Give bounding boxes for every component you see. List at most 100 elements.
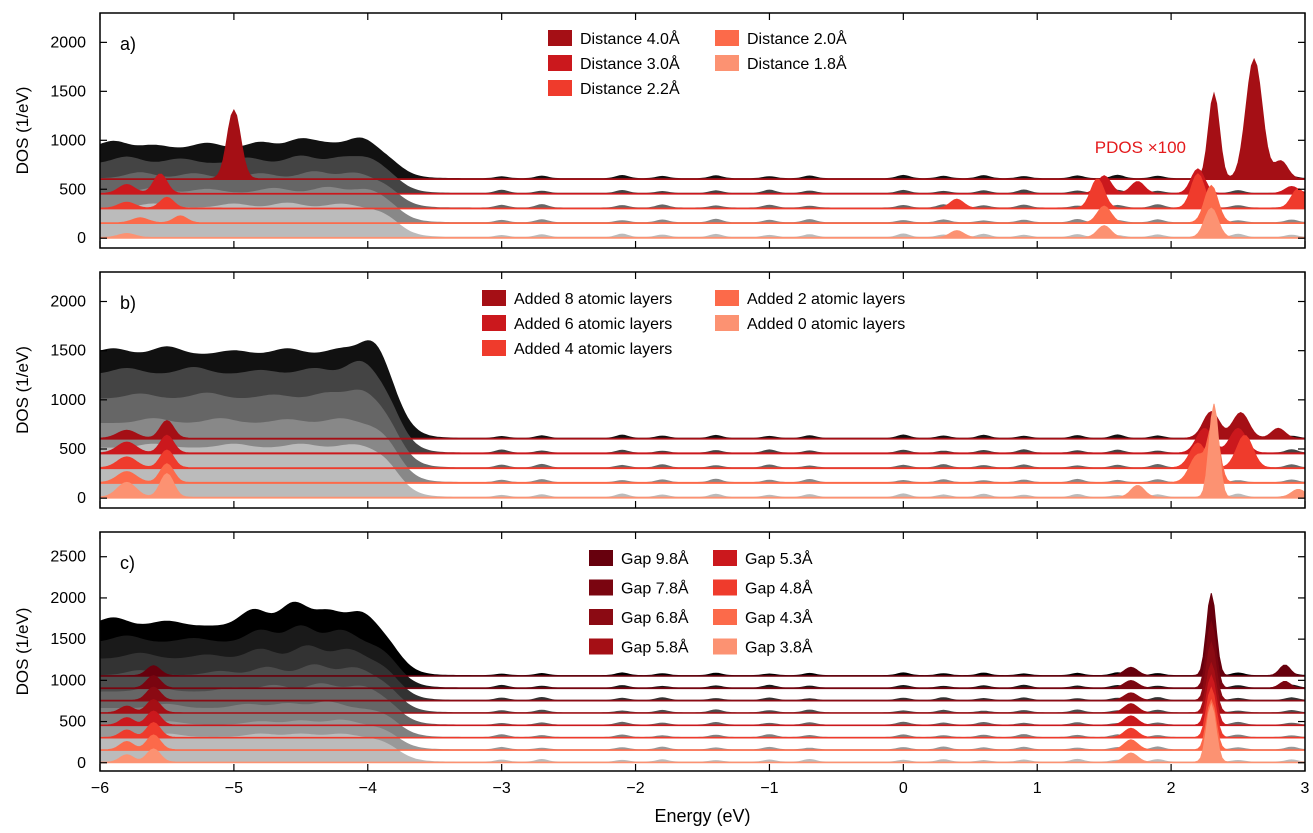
y-axis-label: DOS (1/eV) <box>13 87 32 175</box>
legend-swatch <box>715 315 739 331</box>
x-tick-label: −2 <box>626 780 644 797</box>
legend-swatch <box>589 609 613 625</box>
legend-swatch <box>715 55 739 71</box>
total-dos-area <box>100 733 1305 763</box>
pdos-area <box>100 698 1305 751</box>
total-dos-area <box>100 625 1305 689</box>
y-tick-label: 1500 <box>50 83 86 100</box>
legend-label: Distance 2.0Å <box>747 29 847 48</box>
total-dos-area <box>100 137 1305 180</box>
legend-label: Added 6 atomic layers <box>514 316 672 333</box>
panel-c: 0 500 1000 1500 2000 2500 −6 −5 −4 −3 −2 −1 0 1 2 3 DOS … <box>13 531 1310 826</box>
pdos-area <box>100 593 1305 677</box>
legend: Added 8 atomic layers Added 6 atomic laye… <box>482 290 905 358</box>
legend-swatch <box>589 579 613 596</box>
plot-frame <box>99 271 1306 509</box>
total-dos-area <box>100 443 1305 499</box>
panel-label: a) <box>120 34 136 54</box>
legend-swatch <box>713 550 737 566</box>
legend-swatch <box>548 55 572 71</box>
pdos-area <box>100 620 1305 690</box>
legend-label: Added 0 atomic layers <box>747 316 905 333</box>
x-tick-label: 0 <box>899 780 908 797</box>
x-tick-label: −3 <box>493 780 511 797</box>
y-tick-label: 1500 <box>50 343 86 360</box>
y-tick-label: 2000 <box>50 294 86 311</box>
pdos-area <box>100 661 1305 714</box>
y-tick-label: 500 <box>59 181 86 198</box>
legend-label: Gap 7.8Å <box>621 579 689 598</box>
legend-swatch <box>548 30 572 46</box>
pdos-annotation: PDOS ×100 <box>1095 138 1186 157</box>
pdos-area <box>100 686 1305 739</box>
pdos-area <box>100 184 1305 225</box>
y-tick-label: 1000 <box>50 672 86 689</box>
pdos-area <box>100 435 1305 470</box>
y-tick-label: 0 <box>77 755 86 772</box>
pdos-area <box>100 173 1305 210</box>
total-dos-area <box>100 701 1305 739</box>
pdos-area <box>100 411 1305 440</box>
legend-label: Gap 9.8Å <box>621 549 689 568</box>
legend-label: Added 4 atomic layers <box>514 341 672 358</box>
x-axis-label: Energy (eV) <box>654 806 750 826</box>
panel-label: c) <box>120 553 135 573</box>
total-dos-area <box>100 601 1305 677</box>
legend-label: Gap 3.8Å <box>745 638 813 657</box>
total-dos-area <box>100 171 1305 209</box>
y-tick-label: 1000 <box>50 392 86 409</box>
legend-label: Distance 2.2Å <box>580 79 680 98</box>
plot-area <box>100 340 1305 499</box>
y-tick-label: 500 <box>59 714 86 731</box>
pdos-area <box>100 403 1305 499</box>
legend-swatch <box>713 638 737 655</box>
x-tick-label: 2 <box>1167 780 1176 797</box>
plot-area <box>100 593 1305 764</box>
legend-label: Distance 3.0Å <box>580 54 680 73</box>
x-tick-label: −6 <box>91 780 109 797</box>
legend-label: Added 8 atomic layers <box>514 291 672 308</box>
total-dos-area <box>100 418 1305 484</box>
y-tick-label: 1000 <box>50 132 86 149</box>
total-dos-area <box>100 645 1305 701</box>
legend-label: Gap 4.8Å <box>745 579 813 598</box>
legend-swatch <box>482 290 506 306</box>
panel-b: 0 500 1000 1500 2000 DOS (1/eV) b) Added 8 atom… <box>13 271 1306 509</box>
total-dos-area <box>100 360 1305 454</box>
y-tick-label: 1500 <box>50 631 86 648</box>
legend-label: Gap 5.8Å <box>621 638 689 657</box>
plot-frame <box>99 531 1306 772</box>
y-axis-label: DOS (1/eV) <box>13 346 32 434</box>
x-tick-label: −1 <box>760 780 778 797</box>
pdos-area <box>100 702 1305 764</box>
legend-label: Gap 6.8Å <box>621 608 689 627</box>
x-tick-label: −4 <box>359 780 377 797</box>
total-dos-area <box>100 683 1305 726</box>
legend-swatch <box>548 80 572 96</box>
y-tick-label: 0 <box>77 490 86 507</box>
y-tick-label: 2500 <box>50 549 86 566</box>
total-dos-area <box>100 389 1305 469</box>
legend-label: Distance 4.0Å <box>580 29 680 48</box>
total-dos-area <box>100 155 1305 195</box>
legend-swatch <box>715 290 739 306</box>
legend: Gap 9.8Å Gap 7.8Å Gap 6.8Å Gap 5.8Å Gap 5.3Å… <box>589 549 813 657</box>
pdos-area <box>100 207 1305 239</box>
legend-label: Gap 5.3Å <box>745 549 813 568</box>
legend-label: Added 2 atomic layers <box>747 291 905 308</box>
pdos-area <box>100 674 1305 727</box>
y-tick-label: 500 <box>59 441 86 458</box>
legend-swatch <box>482 340 506 356</box>
plot-frame <box>99 12 1306 249</box>
legend-label: Gap 4.3Å <box>745 608 813 627</box>
y-axis-label: DOS (1/eV) <box>13 608 32 696</box>
panel-a: 0 500 1000 1500 2000 DOS (1/eV) a) PDOS ×100 Dis… <box>13 12 1306 249</box>
legend-swatch <box>482 315 506 331</box>
pdos-area <box>100 640 1305 702</box>
x-tick-label: −5 <box>225 780 243 797</box>
legend: Distance 4.0Å Distance 3.0Å Distance 2.2Å D… <box>548 29 847 98</box>
legend-swatch <box>713 609 737 625</box>
legend-swatch <box>589 550 613 566</box>
pdos-area <box>100 168 1305 195</box>
